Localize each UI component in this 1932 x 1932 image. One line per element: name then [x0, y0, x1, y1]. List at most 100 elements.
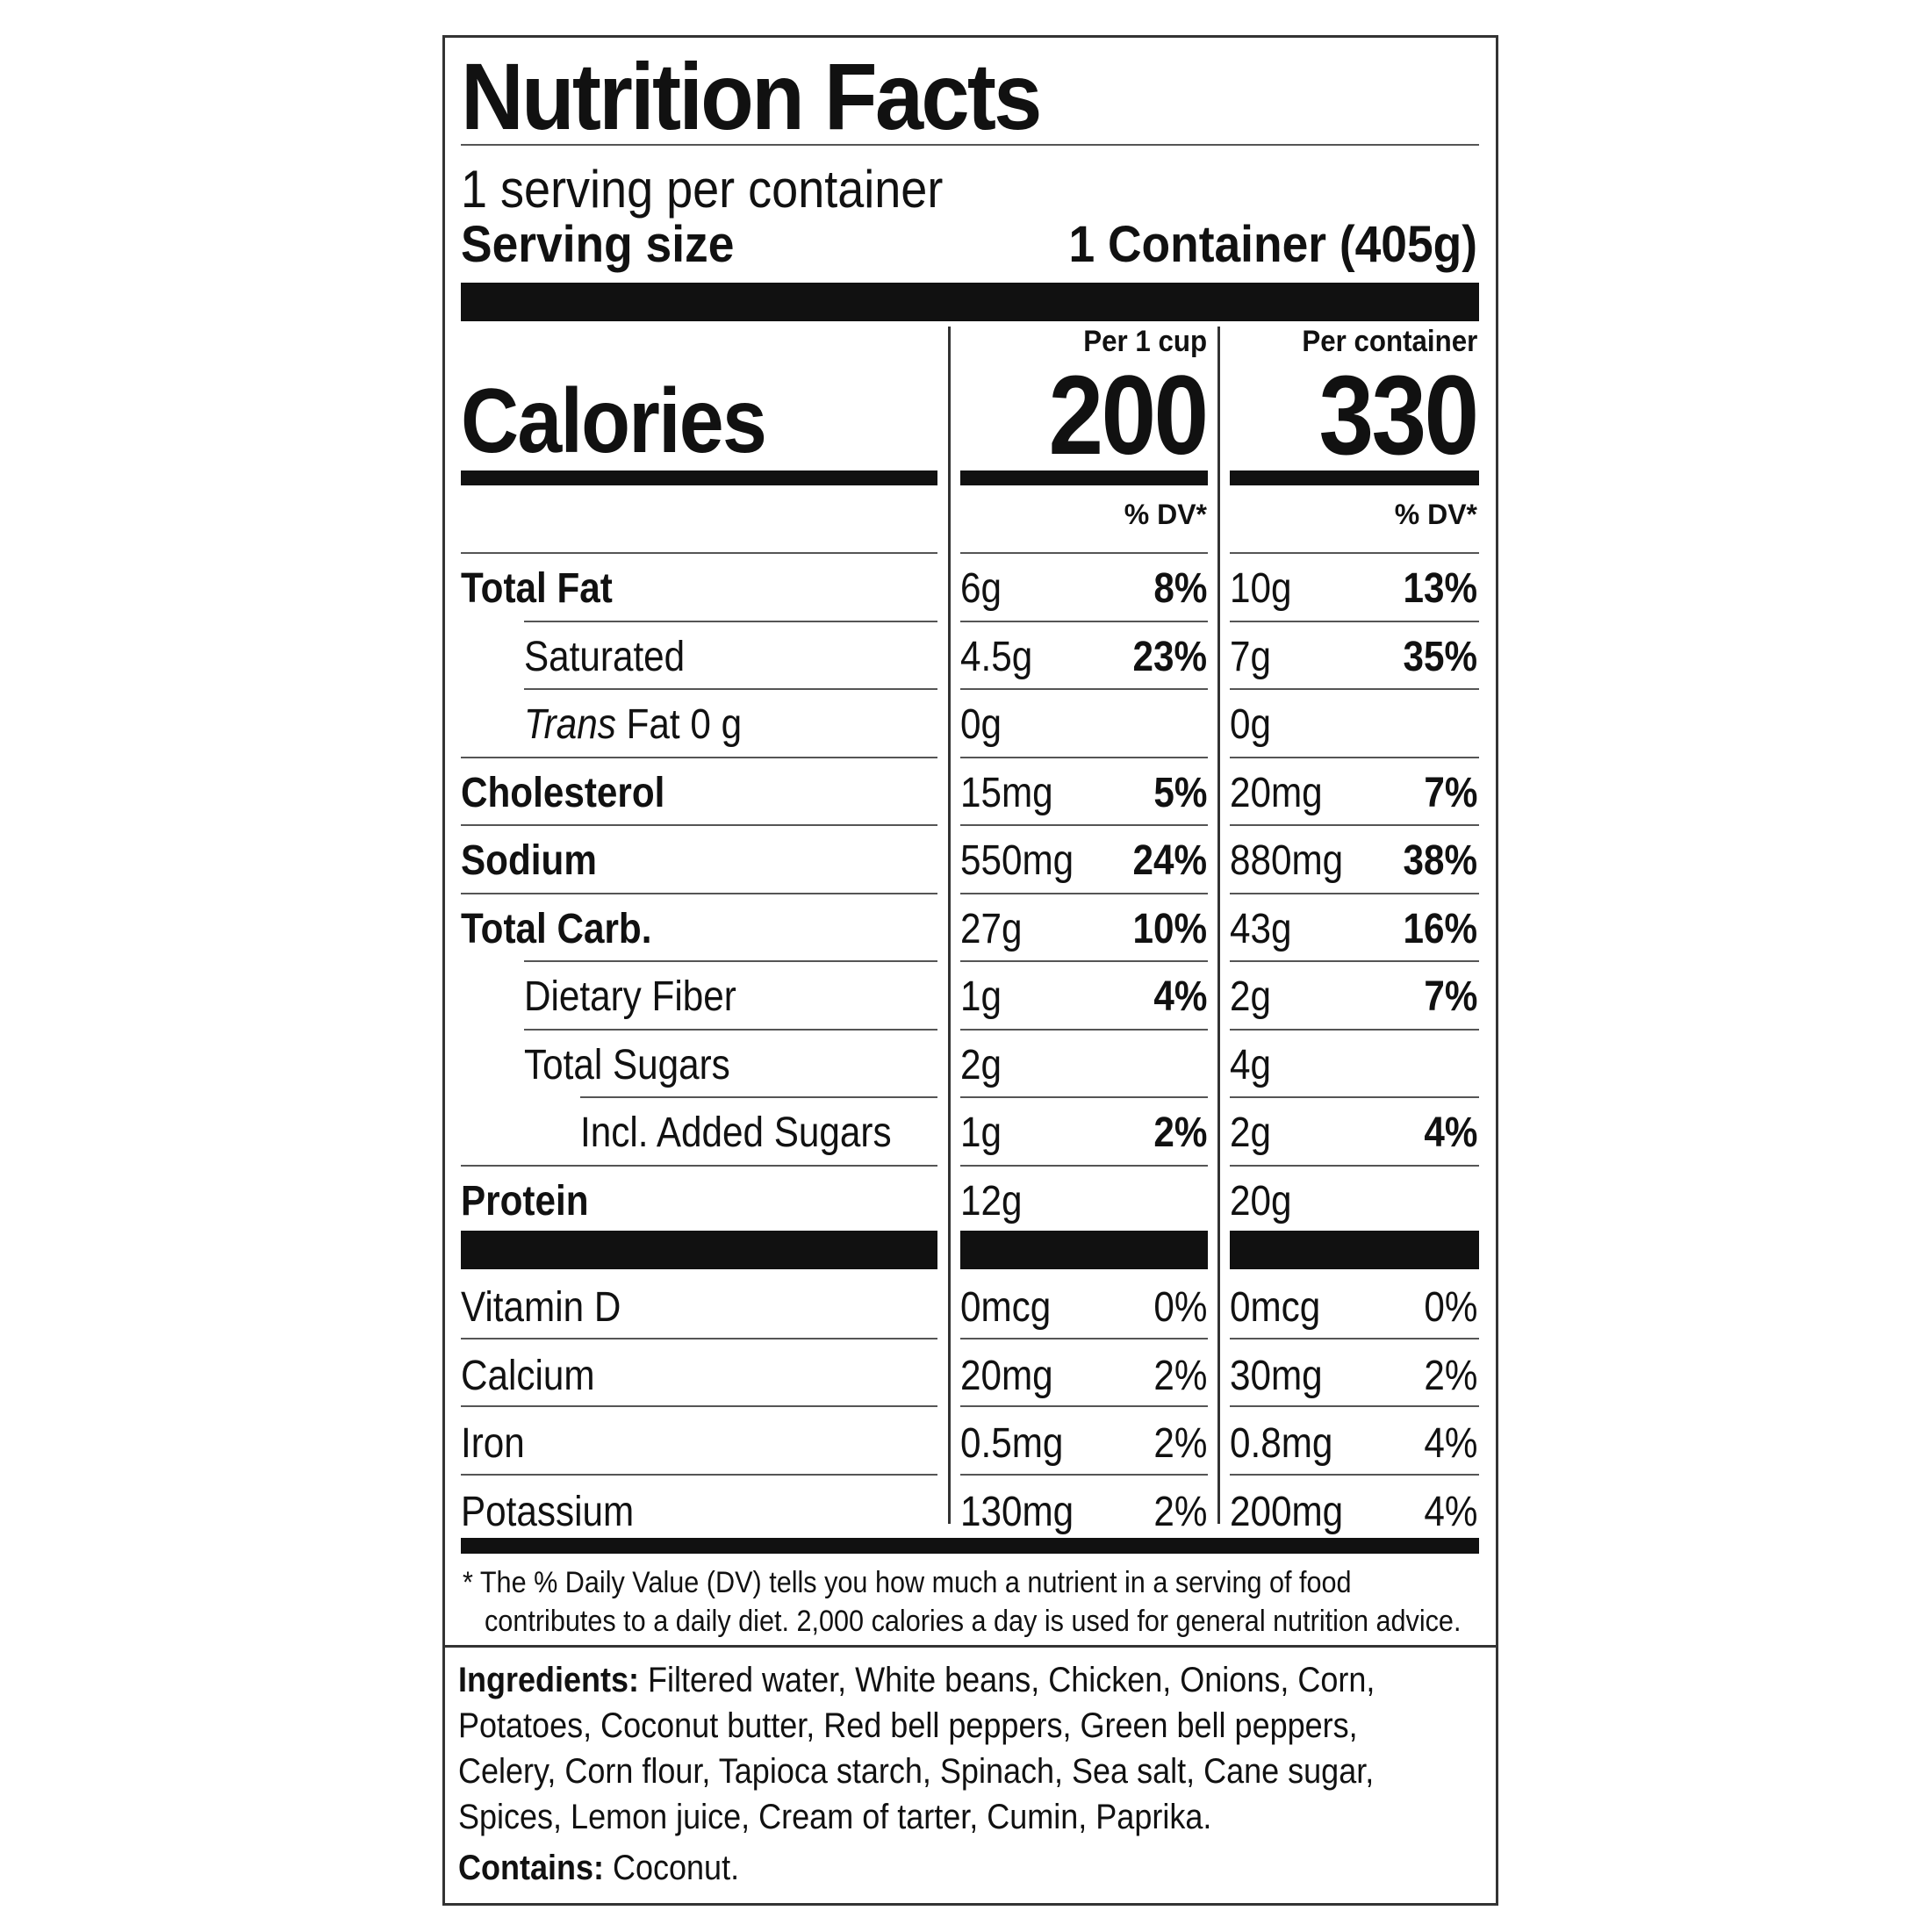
amount-per-cup: 1g — [960, 973, 1002, 1020]
amount-per-cup: 130mg — [960, 1488, 1074, 1535]
row-divider — [1230, 688, 1479, 690]
dv-per-cup: 24% — [1132, 837, 1207, 884]
column-header-per-container: Per container — [1302, 325, 1477, 358]
nutrient-name: Saturated — [524, 633, 686, 680]
amount-per-cup: 0g — [960, 701, 1002, 748]
dv-per-cup: 8% — [1153, 565, 1207, 612]
dv-per-cup: 4% — [1153, 973, 1207, 1020]
amount-per-container: 43g — [1230, 905, 1292, 952]
amount-per-cup: 2g — [960, 1041, 1002, 1088]
amount-per-cup: 12g — [960, 1177, 1023, 1225]
amount-per-cup: 0.5mg — [960, 1420, 1064, 1467]
row-divider — [960, 960, 1208, 962]
thick-bar-vitamins-3 — [1230, 1231, 1479, 1269]
row-divider — [461, 552, 937, 554]
row-divider — [461, 892, 937, 894]
dv-per-container: 13% — [1403, 565, 1477, 612]
vitamin-name: Potassium — [461, 1488, 635, 1535]
label-title: Nutrition Facts — [461, 43, 1042, 149]
amount-per-cup: 1g — [960, 1110, 1002, 1156]
amount-per-cup: 6g — [960, 565, 1002, 612]
footnote-divider — [442, 1645, 1498, 1648]
thick-bar-calories-3 — [1230, 470, 1479, 485]
vitamin-name: Vitamin D — [461, 1284, 621, 1331]
dv-per-container: 4% — [1423, 1488, 1477, 1535]
dv-per-container: 16% — [1403, 905, 1477, 952]
row-divider — [1230, 552, 1479, 554]
row-divider — [524, 620, 937, 622]
column-divider-2 — [1217, 327, 1220, 1524]
dv-per-container: 35% — [1403, 633, 1477, 680]
vitamin-name: Calcium — [461, 1352, 595, 1399]
calories-per-container: 330 — [1318, 353, 1480, 478]
thick-bar-bottom — [461, 1538, 1479, 1554]
dv-per-cup: 2% — [1153, 1110, 1207, 1156]
amount-per-cup: 0mcg — [960, 1284, 1052, 1331]
nutrient-name: Protein — [461, 1177, 589, 1225]
thick-bar-vitamins-2 — [960, 1231, 1208, 1269]
dv-header-per-container: % DV* — [1394, 499, 1477, 530]
dv-per-cup: 5% — [1153, 769, 1207, 816]
amount-per-container: 0g — [1230, 701, 1271, 748]
dv-header-per-cup: % DV* — [1124, 499, 1207, 530]
row-divider — [461, 824, 937, 826]
dv-per-container: 2% — [1423, 1352, 1477, 1399]
row-divider — [960, 824, 1208, 826]
dv-per-cup: 2% — [1153, 1488, 1207, 1535]
row-divider — [1230, 1028, 1479, 1031]
amount-per-container: 200mg — [1230, 1488, 1344, 1535]
ingredients-text: Filtered water, White beans, Chicken, On… — [458, 1661, 1375, 1836]
nutrient-name-italic: Trans — [524, 701, 616, 748]
nutrient-name: Total Carb. — [461, 905, 652, 952]
amount-per-container: 0mcg — [1230, 1284, 1321, 1331]
calories-label: Calories — [461, 370, 767, 472]
row-divider — [1230, 620, 1479, 622]
row-divider — [960, 1028, 1208, 1031]
row-divider — [1230, 960, 1479, 962]
servings-per-container: 1 serving per container — [461, 160, 944, 219]
contains-label: Contains: — [458, 1849, 604, 1887]
row-divider — [1230, 1096, 1479, 1098]
row-divider — [461, 1405, 937, 1407]
row-divider — [960, 756, 1208, 758]
serving-size-label: Serving size — [461, 216, 735, 273]
row-divider — [1230, 892, 1479, 894]
nutrient-name: Total Sugars — [524, 1041, 730, 1088]
amount-per-container: 880mg — [1230, 837, 1344, 884]
row-divider — [1230, 756, 1479, 758]
amount-per-cup: 15mg — [960, 769, 1053, 816]
nutrient-name: Total Fat — [461, 565, 613, 612]
row-divider — [1230, 1164, 1479, 1167]
dv-per-container: 4% — [1423, 1110, 1477, 1156]
row-divider — [960, 688, 1208, 690]
dv-per-container: 7% — [1423, 973, 1477, 1020]
amount-per-container: 30mg — [1230, 1352, 1323, 1399]
row-divider — [461, 1473, 937, 1476]
calories-per-cup: 200 — [1048, 353, 1210, 478]
footnote-line-2: contributes to a daily diet. 2,000 calor… — [485, 1605, 1462, 1638]
row-divider — [960, 1337, 1208, 1339]
amount-per-container: 2g — [1230, 1110, 1271, 1156]
contains: Contains: Coconut. — [458, 1850, 739, 1885]
amount-per-container: 20g — [1230, 1177, 1292, 1225]
dv-per-cup: 10% — [1132, 905, 1207, 952]
row-divider — [524, 688, 937, 690]
row-divider — [960, 620, 1208, 622]
row-divider — [960, 1405, 1208, 1407]
amount-per-container: 10g — [1230, 565, 1292, 612]
row-divider — [1230, 1337, 1479, 1339]
column-header-per-cup: Per 1 cup — [1083, 325, 1207, 358]
row-divider — [1230, 1473, 1479, 1476]
amount-per-container: 4g — [1230, 1041, 1271, 1088]
amount-per-cup: 4.5g — [960, 633, 1033, 680]
dv-per-cup: 2% — [1153, 1352, 1207, 1399]
dv-per-cup: 23% — [1132, 633, 1207, 680]
row-divider — [960, 1473, 1208, 1476]
amount-per-container: 20mg — [1230, 769, 1323, 816]
row-divider — [960, 552, 1208, 554]
row-divider — [524, 1028, 937, 1031]
contains-text: Coconut. — [603, 1849, 740, 1887]
row-divider — [960, 1096, 1208, 1098]
amount-per-cup: 20mg — [960, 1352, 1053, 1399]
thick-bar-calories-2 — [960, 470, 1208, 485]
